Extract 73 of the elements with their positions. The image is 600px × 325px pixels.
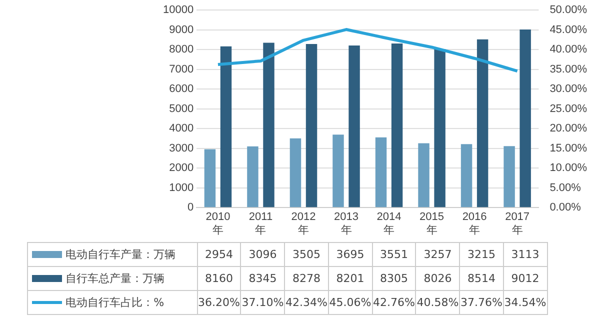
data-label: 8026 xyxy=(416,266,460,290)
x-tick-label: 2014 年 xyxy=(376,211,402,236)
y2-tick-label: 30.00% xyxy=(550,83,588,96)
data-label: 3113 xyxy=(503,242,548,266)
legend-label: 电动自行车占比：% xyxy=(27,290,198,314)
data-label: 8305 xyxy=(372,266,416,290)
y2-tick-label: 40.00% xyxy=(550,44,588,56)
x-tick-label: 2013 年 xyxy=(334,211,358,236)
y-tick-label: 0 xyxy=(187,202,194,214)
data-label: 2954 xyxy=(197,242,241,266)
bar xyxy=(247,146,258,208)
y-tick-label: 5000 xyxy=(169,102,194,115)
bar xyxy=(460,144,472,208)
bar xyxy=(504,146,515,208)
y2-tick-label: 15.00% xyxy=(550,142,588,154)
data-label: 8201 xyxy=(328,266,372,290)
y-tick-label: 9000 xyxy=(169,24,194,36)
y2-tick-label: 45.00% xyxy=(550,24,588,36)
y-tick-label: 3000 xyxy=(169,142,194,154)
y2-tick-label: 50.00% xyxy=(550,4,588,16)
bar xyxy=(520,30,531,208)
x-tick-label: 2017 年 xyxy=(505,211,530,236)
y2-tick-label: 25.00% xyxy=(550,102,588,115)
data-label: 3551 xyxy=(372,242,416,266)
data-label: 3695 xyxy=(328,242,372,266)
bar xyxy=(418,143,430,208)
data-label: 40.58% xyxy=(416,290,460,314)
y2-tick-label: 35.00% xyxy=(550,63,588,76)
data-label: 8514 xyxy=(460,266,504,290)
x-tick-label: 2011 年 xyxy=(248,211,273,236)
x-tick-label: 2012 年 xyxy=(291,211,316,236)
data-label: 3257 xyxy=(416,242,460,266)
y-tick-label: 10000 xyxy=(162,4,194,16)
y2-tick-label: 10.00% xyxy=(550,162,588,174)
bar xyxy=(375,137,387,208)
data-label: 8278 xyxy=(284,266,328,290)
x-tick-label: 2015 年 xyxy=(420,211,444,236)
bar xyxy=(204,149,216,208)
y-tick-label: 2000 xyxy=(169,162,194,174)
x-tick-label: 2010 年 xyxy=(206,211,230,236)
data-label: 34.54% xyxy=(503,290,548,314)
x-tick-label: 2016 年 xyxy=(462,211,487,236)
y-tick-label: 6000 xyxy=(169,83,194,96)
bar xyxy=(348,46,360,208)
y-tick-label: 4000 xyxy=(169,122,194,135)
y2-tick-label: 5.00% xyxy=(550,182,582,194)
bar xyxy=(290,138,302,208)
data-label: 42.34% xyxy=(284,290,328,314)
bar xyxy=(220,46,232,208)
bar xyxy=(476,39,488,208)
y2-tick-label: 20.00% xyxy=(550,122,588,135)
data-label: 9012 xyxy=(503,266,548,290)
bar xyxy=(263,42,274,208)
data-label: 45.06% xyxy=(328,290,372,314)
y-tick-label: 1000 xyxy=(169,182,194,194)
legend-label: 自行车总产量：万辆 xyxy=(27,266,198,290)
data-label: 3215 xyxy=(460,242,504,266)
bar xyxy=(306,44,318,208)
bar xyxy=(391,43,403,208)
data-label: 8160 xyxy=(197,266,241,290)
data-label: 42.76% xyxy=(372,290,416,314)
data-label: 8345 xyxy=(240,266,285,290)
data-label: 3096 xyxy=(240,242,285,266)
y2-tick-label: 0.00% xyxy=(550,202,582,214)
bar xyxy=(332,134,344,208)
bar xyxy=(434,49,446,208)
data-label: 3505 xyxy=(284,242,328,266)
legend-label: 电动自行车产量：万辆 xyxy=(27,242,198,266)
y-tick-label: 7000 xyxy=(169,63,194,76)
data-label: 37.76% xyxy=(460,290,504,314)
y-tick-label: 8000 xyxy=(169,44,194,56)
data-label: 37.10% xyxy=(240,290,285,314)
data-label: 36.20% xyxy=(197,290,241,314)
